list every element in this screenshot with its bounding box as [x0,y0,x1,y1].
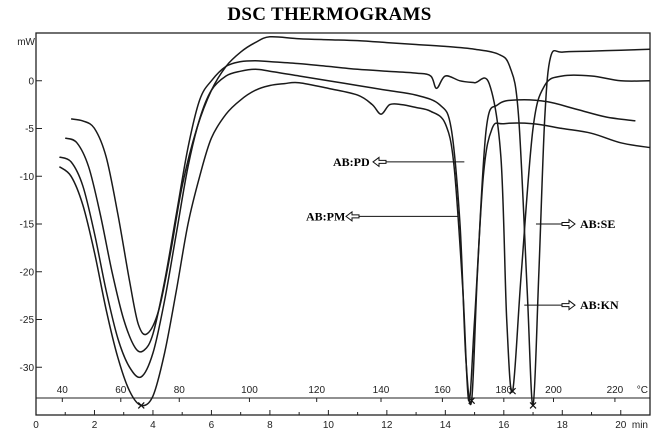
temp-tick-label: 140 [373,385,390,396]
x-unit-label: min [632,420,648,431]
annotation-label-ab-pm: AB:PM [306,209,345,223]
series-line-ab-se [70,35,651,407]
temp-tick-label: 80 [174,385,186,396]
peak-marker-ab-pm [137,402,145,409]
x-tick-label: 4 [150,420,156,431]
x-tick-label: 14 [440,420,452,431]
x-tick-label: 2 [92,420,98,431]
y-tick-label: -10 [20,172,35,183]
temp-tick-label: 120 [308,385,325,396]
annotation-arrow-ab-pd [372,156,387,168]
x-tick-label: 10 [323,420,335,431]
temp-tick-label: 100 [241,385,258,396]
x-tick-label: 18 [557,420,569,431]
x-tick-label: 12 [381,420,393,431]
peak-marker-ab-kn [509,387,517,395]
annotation-ab-kn: AB:KN [524,298,619,312]
y-tick-label: 0 [28,76,34,87]
y-tick-label: -30 [20,363,35,374]
y-unit-label: mW [17,37,35,48]
temp-tick-label: 40 [57,385,69,396]
chart-title: DSC THERMOGRAMS [227,4,432,25]
axis-ticks: 0 -5 -10 -15 -20 -25 -30 mW 0 2 4 6 8 10 12 14 16 18 20 min… [17,37,648,431]
temp-tick-label: 220 [607,385,624,396]
x-tick-label: 6 [209,420,215,431]
x-tick-label: 16 [498,420,510,431]
y-tick-label: -15 [20,220,35,231]
x-tick-label: 0 [33,420,39,431]
y-tick-label: -25 [20,315,35,326]
y-tick-label: -5 [25,124,34,135]
annotation-ab-pm: AB:PM [306,209,459,223]
annotation-ab-se: AB:SE [535,217,615,231]
annotation-label-ab-se: AB:SE [580,217,615,231]
peak-marker-ab-se [529,402,537,409]
temp-tick-label: 160 [434,385,451,396]
x-tick-label: 8 [267,420,273,431]
annotation-arrow-ab-pm [345,210,360,222]
series-line-ab-kn [64,59,651,393]
temp-tick-label: 200 [545,385,562,396]
temp-tick-label: 60 [115,385,127,396]
annotation-label-ab-pd: AB:PD [333,155,370,169]
y-tick-label: -20 [20,267,35,278]
annotation-ab-pd: AB:PD [333,155,465,169]
series-line-ab-pm [58,81,651,407]
annotation-arrow-ab-kn [561,299,576,311]
annotation-arrow-ab-se [561,218,576,230]
temp-tick-label: 180 [495,385,512,396]
temp-unit-label: °C [637,385,648,396]
x-tick-label: 20 [615,420,627,431]
annotations: AB:PD AB:PM AB:SE AB:KN [306,155,619,312]
annotation-label-ab-kn: AB:KN [580,298,619,312]
series-line-ab-pd [59,68,636,406]
curves [58,35,651,409]
